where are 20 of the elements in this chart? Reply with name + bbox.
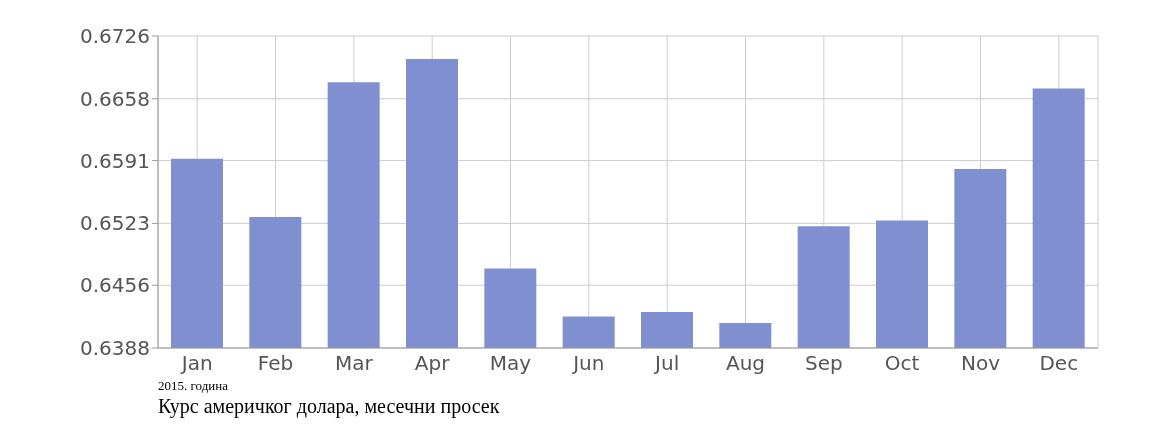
x-tick-label: Feb [257,351,294,376]
y-tick-label: 0.6726 [80,24,150,49]
x-tick-label: Aug [725,351,766,376]
y-tick-label: 0.6456 [80,273,150,298]
y-tick-label: 0.6388 [80,336,150,361]
x-tick-label: Jun [571,351,605,376]
x-tick-label: Dec [1039,351,1079,376]
x-tick-label: Mar [334,351,374,376]
x-tick-label: Oct [884,351,920,376]
y-tick-label: 0.6658 [80,86,150,111]
x-tick-label: Apr [414,351,451,376]
x-tick-label: Jul [653,351,680,376]
x-tick-label: Nov [960,351,1001,376]
y-tick-label: 0.6591 [80,148,150,173]
x-tick-label: Jan [179,351,213,376]
y-tick-label: 0.6523 [80,211,150,236]
text: 2015. година [158,378,229,394]
x-tick-label: Sep [804,351,843,376]
x-tick-label: May [489,351,532,376]
text: Курс америчког долара, месечни просек [158,393,501,418]
